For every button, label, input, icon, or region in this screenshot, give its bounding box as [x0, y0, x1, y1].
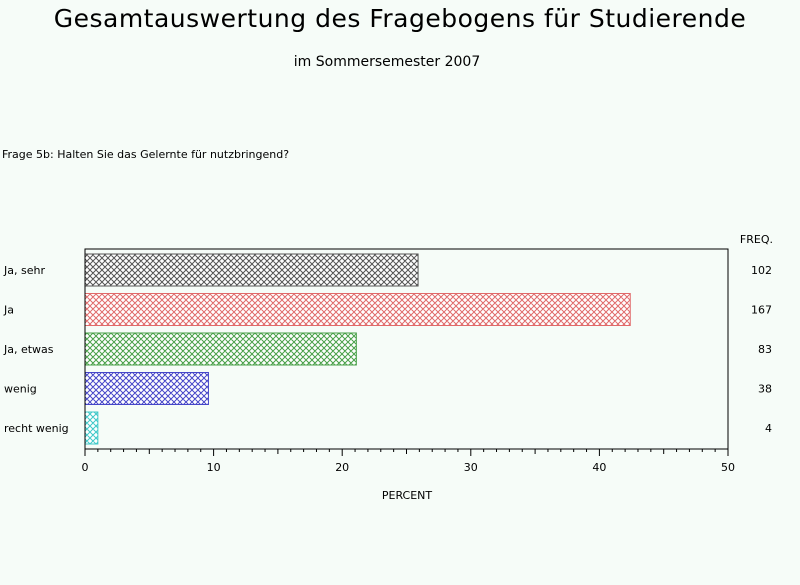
x-tick-label: 10: [207, 461, 221, 474]
chart-subtitle: im Sommersemester 2007: [293, 54, 481, 70]
x-tick-label: 20: [335, 461, 349, 474]
bar-2: [84, 293, 631, 326]
freq-value: 38: [758, 383, 772, 396]
freq-value: 83: [758, 343, 772, 356]
bar-1: [84, 253, 419, 287]
x-tick-label: 40: [592, 461, 606, 474]
freq-header: FREQ.: [740, 233, 773, 246]
chart-title: Gesamtauswertung des Fragebogens für Stu…: [53, 4, 747, 33]
bar-3: [84, 332, 357, 366]
category-label: recht wenig: [4, 422, 69, 435]
x-axis-label: PERCENT: [382, 489, 433, 502]
freq-value: 167: [751, 304, 772, 317]
x-tick-label: 0: [82, 461, 89, 474]
bar-5: [84, 411, 99, 445]
category-label: Ja: [3, 304, 14, 317]
category-label: Ja, sehr: [3, 264, 45, 277]
x-tick-label: 50: [721, 461, 735, 474]
category-label: Ja, etwas: [3, 343, 54, 356]
question-text: Frage 5b: Halten Sie das Gelernte für nu…: [2, 148, 290, 161]
x-tick-label: 30: [464, 461, 478, 474]
bar-4: [84, 372, 209, 405]
freq-value: 4: [765, 422, 772, 435]
category-label: wenig: [4, 383, 37, 396]
freq-value: 102: [751, 264, 772, 277]
